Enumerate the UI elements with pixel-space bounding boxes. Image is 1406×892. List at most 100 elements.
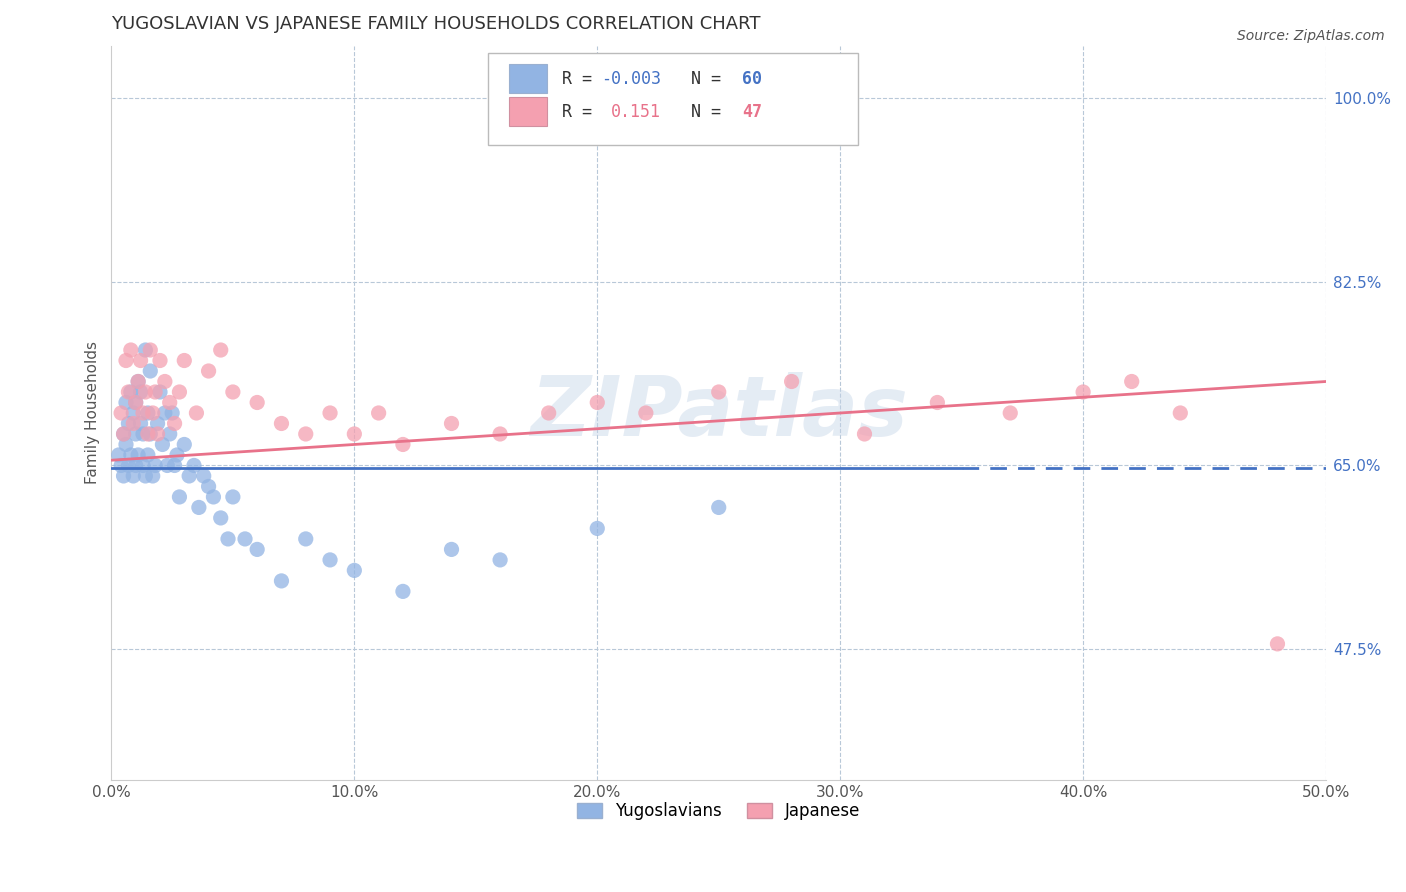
- Point: [233, 532, 256, 546]
- Point: [134, 469, 156, 483]
- FancyBboxPatch shape: [509, 97, 547, 127]
- Point: [173, 353, 195, 368]
- Point: [586, 521, 609, 535]
- Text: N =: N =: [671, 103, 731, 120]
- Point: [489, 553, 512, 567]
- Point: [139, 343, 162, 357]
- Point: [202, 490, 225, 504]
- Point: [143, 458, 166, 473]
- Point: [160, 406, 183, 420]
- Point: [780, 375, 803, 389]
- Point: [146, 417, 169, 431]
- Point: [120, 384, 142, 399]
- Point: [343, 427, 366, 442]
- Point: [163, 417, 186, 431]
- Point: [156, 458, 179, 473]
- Point: [136, 406, 159, 420]
- Text: ZIPatlas: ZIPatlas: [530, 373, 908, 453]
- Point: [173, 437, 195, 451]
- Point: [179, 469, 201, 483]
- Point: [134, 343, 156, 357]
- Text: YUGOSLAVIAN VS JAPANESE FAMILY HOUSEHOLDS CORRELATION CHART: YUGOSLAVIAN VS JAPANESE FAMILY HOUSEHOLD…: [111, 15, 761, 33]
- Point: [129, 417, 152, 431]
- Point: [112, 469, 135, 483]
- Point: [222, 384, 245, 399]
- Point: [183, 458, 205, 473]
- Text: 47: 47: [742, 103, 762, 120]
- Point: [294, 427, 316, 442]
- Point: [152, 437, 174, 451]
- Point: [1267, 637, 1289, 651]
- Point: [146, 427, 169, 442]
- Point: [187, 500, 209, 515]
- Point: [440, 542, 463, 557]
- Point: [319, 406, 342, 420]
- Point: [115, 437, 138, 451]
- Point: [122, 469, 145, 483]
- Point: [927, 395, 949, 409]
- Point: [1121, 375, 1143, 389]
- Point: [125, 458, 148, 473]
- Point: [117, 417, 139, 431]
- Point: [197, 479, 219, 493]
- Point: [149, 384, 172, 399]
- Point: [115, 353, 138, 368]
- Point: [392, 584, 415, 599]
- Point: [117, 384, 139, 399]
- Text: Source: ZipAtlas.com: Source: ZipAtlas.com: [1237, 29, 1385, 43]
- Point: [125, 395, 148, 409]
- Point: [132, 458, 155, 473]
- Point: [392, 437, 415, 451]
- Point: [319, 553, 342, 567]
- Legend: Yugoslavians, Japanese: Yugoslavians, Japanese: [571, 796, 868, 827]
- Point: [110, 458, 132, 473]
- Point: [136, 448, 159, 462]
- Point: [159, 395, 181, 409]
- Text: 60: 60: [742, 70, 762, 87]
- Point: [127, 448, 149, 462]
- Text: N =: N =: [671, 70, 731, 87]
- Point: [197, 364, 219, 378]
- Point: [125, 395, 148, 409]
- Point: [1168, 406, 1191, 420]
- Point: [143, 384, 166, 399]
- Point: [489, 427, 512, 442]
- Text: R =: R =: [562, 70, 602, 87]
- Text: 0.151: 0.151: [610, 103, 661, 120]
- Point: [707, 384, 730, 399]
- FancyBboxPatch shape: [509, 64, 547, 94]
- Point: [115, 395, 138, 409]
- Point: [166, 448, 188, 462]
- Point: [217, 532, 239, 546]
- Point: [246, 395, 269, 409]
- Point: [127, 375, 149, 389]
- Point: [132, 427, 155, 442]
- Point: [136, 427, 159, 442]
- Point: [440, 417, 463, 431]
- Point: [112, 427, 135, 442]
- Point: [853, 427, 876, 442]
- Point: [125, 427, 148, 442]
- Point: [186, 406, 208, 420]
- Point: [139, 427, 162, 442]
- Point: [343, 563, 366, 577]
- Point: [117, 458, 139, 473]
- Point: [222, 490, 245, 504]
- Point: [1000, 406, 1022, 420]
- Point: [153, 375, 176, 389]
- Point: [127, 375, 149, 389]
- Point: [270, 574, 292, 588]
- Point: [149, 353, 172, 368]
- Point: [120, 343, 142, 357]
- Point: [129, 384, 152, 399]
- Point: [209, 511, 232, 525]
- Point: [634, 406, 657, 420]
- Point: [163, 458, 186, 473]
- Point: [586, 395, 609, 409]
- Point: [294, 532, 316, 546]
- Point: [139, 364, 162, 378]
- Point: [107, 448, 129, 462]
- Point: [159, 427, 181, 442]
- Text: R =: R =: [562, 103, 612, 120]
- Point: [122, 417, 145, 431]
